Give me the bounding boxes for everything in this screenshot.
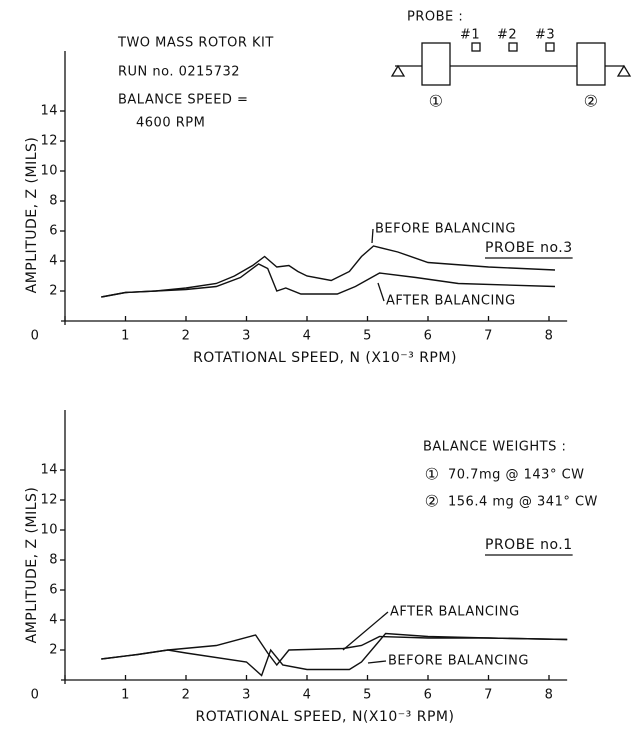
label-arrow [371,228,374,244]
x-tick-label: 8 [545,688,554,703]
x-tick-label: 1 [121,329,130,344]
weight-text: 70.7mg @ 143° CW [448,468,585,483]
data-line [101,245,556,298]
weight-mass: ② [425,492,440,511]
y-tick-label: 14 [40,463,58,478]
y-tick-label: 10 [40,523,58,538]
x-tick-label: 4 [303,688,312,703]
label-arrow [367,660,387,664]
y-tick-label: 4 [49,254,58,269]
data-line [101,634,568,667]
x-tick-label: 5 [363,329,372,344]
weight-mass: ① [425,465,440,484]
y-tick-label: 10 [40,164,58,179]
x-tick-label: 0 [31,329,40,344]
x-tick-label: 3 [242,688,251,703]
probe-title: PROBE : [407,10,463,25]
y-tick-label: 14 [40,104,58,119]
x-tick-label: 8 [545,329,554,344]
x-tick-label: 0 [31,688,40,703]
y-axis-label: AMPLITUDE, Z (MILS) [24,487,40,644]
series-label: AFTER BALANCING [390,605,520,620]
probe-marker [545,42,555,52]
support [616,64,632,77]
x-tick-label: 7 [484,688,493,703]
series-label: BEFORE BALANCING [375,222,516,237]
y-tick-label: 6 [49,583,58,598]
header-line: 4600 RPM [136,116,205,131]
series-label: AFTER BALANCING [386,294,516,309]
y-tick-label: 6 [49,224,58,239]
series-label: BEFORE BALANCING [388,654,529,669]
probe-marker [471,42,481,52]
y-tick-label: 8 [49,553,58,568]
mass-label: ① [429,92,444,111]
x-tick-label: 3 [242,329,251,344]
probe-label: #1 [460,28,480,43]
x-tick-label: 6 [424,329,433,344]
y-tick-label: 2 [49,643,58,658]
y-tick-label: 4 [49,613,58,628]
y-tick-label: 12 [40,493,58,508]
probe-marker [508,42,518,52]
support [390,64,406,77]
x-axis-label: ROTATIONAL SPEED, N(X10⁻³ RPM) [196,709,455,725]
x-tick-label: 5 [363,688,372,703]
label-arrow [377,282,385,302]
x-tick-label: 4 [303,329,312,344]
subtitle: PROBE no.3 [485,240,573,256]
x-axis-label: ROTATIONAL SPEED, N (X10⁻³ RPM) [193,350,457,366]
probe-label: #2 [497,28,517,43]
data-line [101,632,568,677]
y-tick-label: 8 [49,194,58,209]
x-tick-label: 7 [484,329,493,344]
data-line [101,263,556,298]
subtitle: PROBE no.1 [485,537,573,553]
mass-disk [576,42,606,86]
y-tick-label: 2 [49,284,58,299]
header-line: RUN no. 0215732 [118,65,240,80]
header-line: TWO MASS ROTOR KIT [117,36,274,51]
weight-text: 156.4 mg @ 341° CW [448,495,598,510]
y-axis-label: AMPLITUDE, Z (MILS) [24,137,40,294]
header-line: BALANCE SPEED = [118,93,248,108]
label-arrow [342,611,389,651]
mass-disk [421,42,451,86]
y-tick-label: 12 [40,134,58,149]
mass-label: ② [584,92,599,111]
probe-label: #3 [535,28,555,43]
x-tick-label: 6 [424,688,433,703]
x-tick-label: 2 [182,688,191,703]
x-tick-label: 1 [121,688,130,703]
weights-title: BALANCE WEIGHTS : [423,440,566,455]
x-tick-label: 2 [182,329,191,344]
